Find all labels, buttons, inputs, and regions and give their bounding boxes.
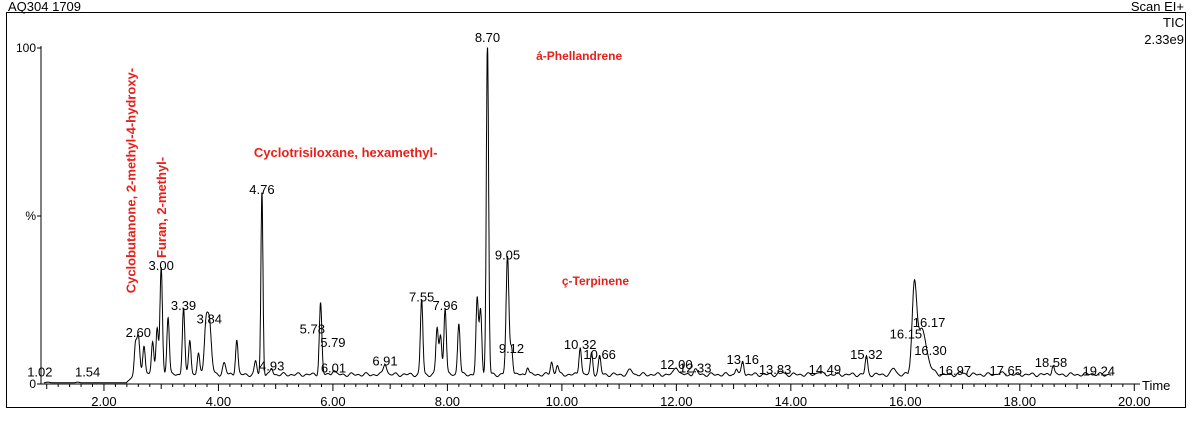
chromatogram-frame	[6, 12, 1186, 408]
peak-label: 3.39	[171, 298, 196, 313]
peak-label: 14.49	[809, 362, 842, 377]
peak-label: 7.55	[409, 290, 434, 305]
y-tick-label: %	[25, 209, 36, 223]
peak-label: 2.60	[126, 325, 151, 340]
peak-label: 3.84	[197, 312, 222, 327]
peak-label: 15.32	[850, 347, 883, 362]
peak-label: 13.83	[759, 362, 792, 377]
peak-label: 5.78	[300, 322, 325, 337]
peak-label: 12.33	[679, 360, 712, 375]
peak-label: 9.12	[499, 341, 524, 356]
compound-annotation: Cyclobutanone, 2-methyl-4-hydroxy-	[123, 68, 138, 293]
peak-label: 16.97	[939, 363, 972, 378]
peak-label: 18.58	[1035, 355, 1068, 370]
x-tick-label: 8.00	[435, 394, 460, 409]
peak-label: 1.02	[27, 364, 52, 379]
peak-label: 4.93	[259, 359, 284, 374]
peak-label: 9.05	[495, 248, 520, 263]
peak-label: 3.00	[149, 258, 174, 273]
x-tick-label: 18.00	[1004, 394, 1037, 409]
compound-annotation: á-Phellandrene	[536, 49, 622, 63]
y-tick-label: 0	[29, 377, 36, 391]
peak-label: 13.16	[726, 352, 759, 367]
intensity-scale: 2.33e9	[1144, 32, 1184, 47]
peak-label: 5.79	[320, 335, 345, 350]
peak-label: 12.00	[660, 357, 693, 372]
peak-label: 8.70	[475, 30, 500, 45]
peak-label: 17.65	[989, 363, 1022, 378]
peak-label: 6.01	[321, 360, 346, 375]
x-tick-label: 14.00	[775, 394, 808, 409]
x-tick-label: 4.00	[206, 394, 231, 409]
scan-mode: Scan EI+	[1130, 0, 1184, 14]
peak-label: 6.91	[372, 354, 397, 369]
peak-label: 1.54	[75, 364, 100, 379]
peak-label: 4.76	[249, 182, 274, 197]
trace-label: TIC	[1163, 15, 1184, 30]
peak-label: 19.24	[1083, 364, 1116, 379]
peak-label: 16.15	[890, 327, 923, 342]
tic-trace-line	[43, 47, 1112, 384]
x-tick-label: 12.00	[660, 394, 693, 409]
peak-label: 10.32	[564, 337, 597, 352]
x-tick-label: 10.00	[546, 394, 579, 409]
y-tick-label: 100	[16, 41, 36, 55]
peak-label: 7.96	[432, 298, 457, 313]
x-axis-label: Time	[1142, 378, 1170, 393]
compound-annotation: ç-Terpinene	[562, 274, 629, 288]
compound-annotation: Furan, 2-methyl-	[154, 157, 169, 258]
sample-id: AQ304 1709	[8, 0, 82, 14]
x-tick-label: 20.00	[1118, 394, 1151, 409]
peak-label: 16.30	[914, 343, 947, 358]
compound-annotation: Cyclotrisiloxane, hexamethyl-	[254, 145, 438, 160]
x-tick-label: 16.00	[889, 394, 922, 409]
peak-label: 16.17	[913, 315, 946, 330]
x-tick-label: 2.00	[91, 394, 116, 409]
x-tick-label: 6.00	[320, 394, 345, 409]
peak-label: 10.66	[583, 347, 616, 362]
